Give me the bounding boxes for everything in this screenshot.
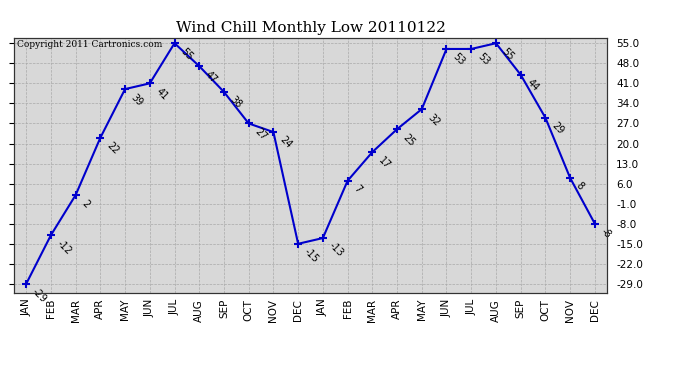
- Text: 7: 7: [352, 183, 363, 195]
- Text: 29: 29: [549, 120, 565, 136]
- Title: Wind Chill Monthly Low 20110122: Wind Chill Monthly Low 20110122: [175, 21, 446, 35]
- Text: 32: 32: [426, 112, 442, 128]
- Text: Copyright 2011 Cartronics.com: Copyright 2011 Cartronics.com: [17, 40, 162, 49]
- Text: -15: -15: [302, 247, 321, 265]
- Text: 2: 2: [80, 198, 91, 209]
- Text: -29: -29: [30, 286, 48, 305]
- Text: 25: 25: [401, 132, 417, 148]
- Text: 53: 53: [475, 52, 491, 68]
- Text: 55: 55: [500, 46, 516, 62]
- Text: -13: -13: [327, 241, 345, 259]
- Text: 47: 47: [204, 69, 219, 85]
- Text: -8: -8: [599, 226, 613, 240]
- Text: 38: 38: [228, 95, 244, 111]
- Text: 55: 55: [179, 46, 195, 62]
- Text: 8: 8: [574, 181, 586, 192]
- Text: 41: 41: [154, 86, 170, 102]
- Text: 22: 22: [104, 141, 121, 156]
- Text: 17: 17: [377, 155, 393, 171]
- Text: 27: 27: [253, 126, 269, 142]
- Text: 53: 53: [451, 52, 466, 68]
- Text: -12: -12: [55, 238, 73, 256]
- Text: 24: 24: [277, 135, 293, 151]
- Text: 39: 39: [129, 92, 145, 108]
- Text: 44: 44: [525, 78, 540, 93]
